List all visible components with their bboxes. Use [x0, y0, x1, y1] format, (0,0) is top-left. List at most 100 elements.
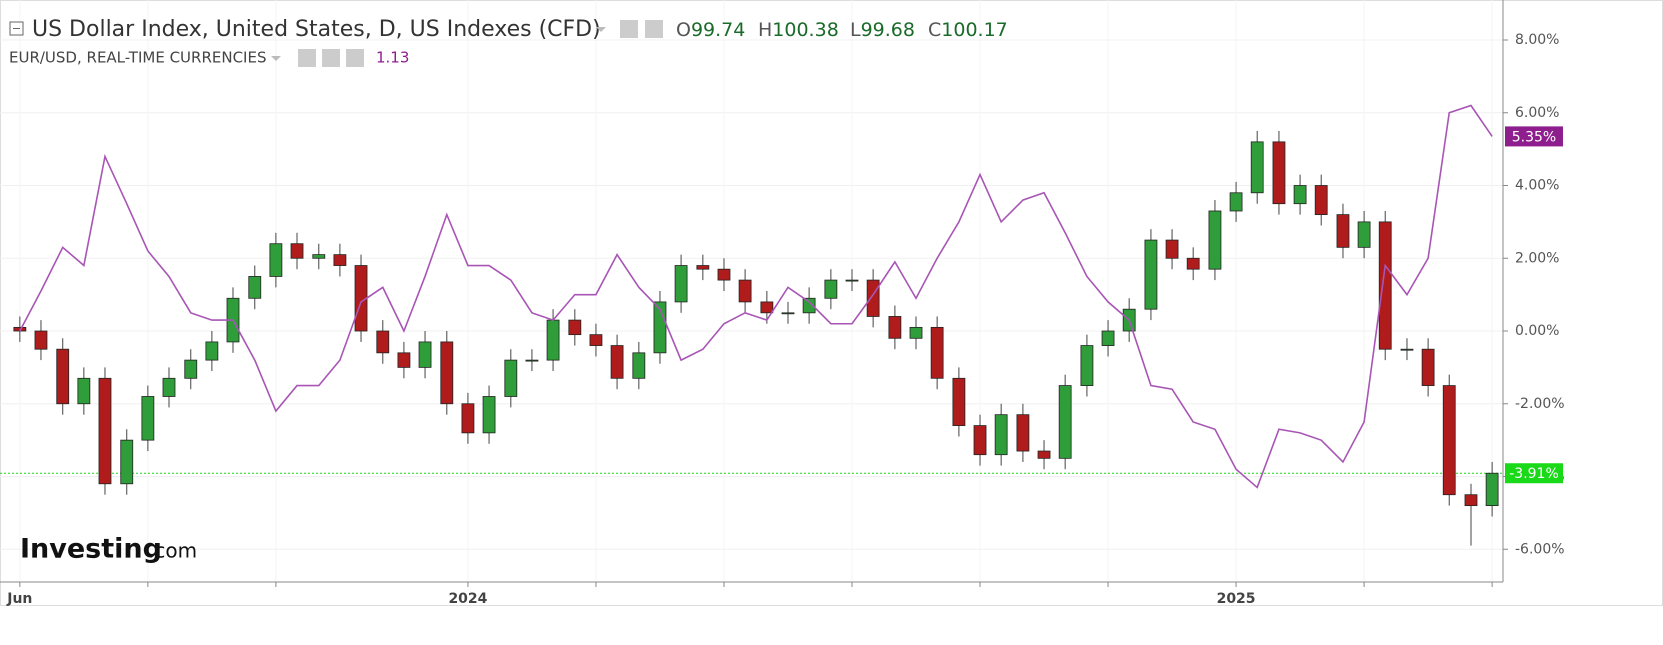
candle-body — [1037, 450, 1051, 459]
candle-body — [1464, 494, 1478, 507]
x-tick-label: Jun — [6, 591, 32, 607]
candle-body — [866, 279, 880, 317]
candle-body — [1186, 257, 1200, 270]
candle-body — [1144, 239, 1158, 310]
candle-body — [1421, 348, 1435, 386]
ohlc-item: C100.17 — [928, 19, 1008, 41]
candle-body — [141, 396, 155, 441]
overlay-value: 1.13 — [376, 49, 409, 67]
candle-body — [1165, 239, 1179, 259]
grid — [0, 0, 1503, 582]
axes: 8.00%6.00%4.00%2.00%0.00%-2.00%-4.00%-6.… — [6, 32, 1564, 607]
candle-body — [418, 341, 432, 368]
candle-body — [1485, 472, 1499, 507]
ohlc-value: 99.74 — [691, 19, 745, 41]
candle-body — [1336, 214, 1350, 248]
candle-body — [1016, 414, 1030, 452]
ohlc-value: 100.17 — [941, 19, 1007, 41]
candle-body — [312, 254, 326, 259]
dropdown-caret[interactable] — [271, 56, 281, 61]
candle-body — [376, 330, 390, 354]
candle-body — [696, 265, 710, 270]
candle-body — [440, 341, 454, 405]
candle-body — [1250, 141, 1264, 194]
candle-body — [909, 326, 923, 339]
last-value-label: 5.35% — [1512, 129, 1556, 145]
candle-body — [738, 279, 752, 303]
candle-body — [973, 425, 987, 456]
y-tick-label: 6.00% — [1515, 105, 1559, 121]
ohlc-key: L — [850, 19, 861, 41]
candle-body — [184, 359, 198, 379]
candle-body — [845, 279, 859, 282]
candle-body — [610, 345, 624, 379]
candle-body — [397, 352, 411, 368]
candle-body — [461, 403, 475, 434]
collapse-icon[interactable] — [9, 21, 24, 36]
close-icon[interactable] — [346, 49, 364, 67]
candle-body — [290, 243, 304, 259]
last-value-label: -3.91% — [1509, 466, 1559, 482]
eye-icon[interactable] — [298, 49, 316, 67]
candle-body — [952, 377, 966, 426]
chart-title: US Dollar Index, United States, D, US In… — [32, 17, 601, 42]
candle-body — [717, 268, 731, 281]
x-tick-label: 2025 — [1217, 591, 1256, 607]
ohlc-key: C — [928, 19, 941, 41]
candle-body — [34, 330, 48, 350]
candle-body — [568, 319, 582, 336]
ohlc-value: 100.38 — [772, 19, 838, 41]
x-tick-label: 2024 — [448, 591, 487, 607]
candle-body — [674, 265, 688, 303]
candle-body — [333, 254, 347, 266]
candle-body — [930, 326, 944, 379]
candle-body — [632, 352, 646, 379]
candle-body — [162, 377, 176, 397]
eye-icon[interactable] — [620, 20, 638, 38]
last-value-box — [1505, 126, 1563, 147]
y-tick-label: -2.00% — [1515, 396, 1565, 412]
candle-body — [760, 301, 774, 314]
candle-body — [1442, 385, 1456, 496]
candle-body — [802, 297, 816, 314]
ohlc-key: O — [676, 19, 691, 41]
candle-body — [504, 359, 518, 397]
candle-body — [98, 377, 112, 485]
candle-body — [888, 316, 902, 339]
candle-body — [248, 276, 262, 299]
candle-body — [1357, 221, 1371, 248]
logo-brand: Investing — [20, 534, 162, 565]
candle-body — [781, 312, 795, 315]
candle-body — [589, 334, 603, 346]
candle-body — [824, 279, 838, 299]
candle-body — [1272, 141, 1286, 205]
settings-icon[interactable] — [322, 49, 340, 67]
candle-body — [56, 348, 70, 405]
ohlc-item: L99.68 — [850, 19, 915, 41]
ohlc-value: 99.68 — [861, 19, 915, 41]
candle-body — [77, 377, 91, 405]
candle-body — [1293, 185, 1307, 205]
candle-body — [1400, 348, 1414, 351]
candle-body — [205, 341, 219, 361]
candle-body — [1080, 345, 1094, 386]
candle-body — [269, 243, 283, 277]
last-value-box — [1505, 463, 1563, 484]
settings-icon[interactable] — [645, 20, 663, 38]
ohlc-item: O99.74 — [676, 19, 745, 41]
ohlc-item: H100.38 — [758, 19, 839, 41]
candle-body — [1058, 385, 1072, 459]
y-tick-label: 8.00% — [1515, 32, 1559, 48]
candle-body — [1229, 192, 1243, 212]
ohlc-key: H — [758, 19, 772, 41]
candle-body — [525, 359, 539, 362]
overlay-name: EUR/USD, REAL-TIME CURRENCIES — [9, 49, 266, 67]
candle-body — [1314, 185, 1328, 216]
y-tick-label: 0.00% — [1515, 323, 1559, 339]
dropdown-caret[interactable] — [596, 27, 606, 32]
candle-body — [994, 414, 1008, 456]
y-tick-label: 2.00% — [1515, 250, 1559, 266]
ohlc-legend: O99.74 H100.38 L99.68 C100.17 — [676, 19, 1008, 41]
y-tick-label: -6.00% — [1515, 541, 1565, 557]
overlay-line — [19, 104, 1493, 489]
